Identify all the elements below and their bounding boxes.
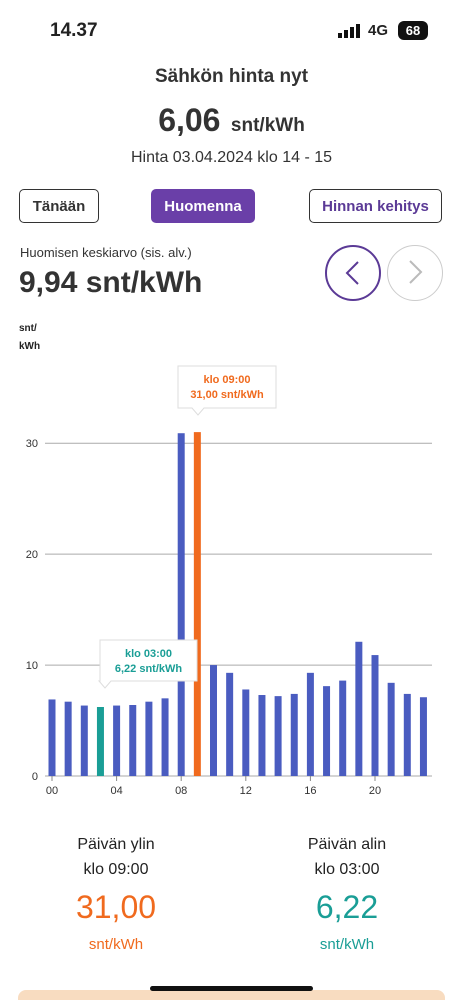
bar: [210, 665, 217, 776]
home-indicator: [150, 986, 313, 991]
bar: [177, 433, 185, 776]
header-title: Sähkön hinta nyt: [154, 66, 309, 87]
chevron-left: [345, 261, 359, 285]
tooltip-price: 6,22 snt/kWh: [115, 663, 183, 675]
summary-unit: snt/kWh: [319, 936, 375, 953]
bar: [161, 698, 169, 776]
network: 4G: [368, 22, 389, 39]
tab-active[interactable]: Huomenna: [151, 189, 255, 223]
y-label: kWh: [19, 341, 40, 352]
chart: snt/ kWh 0 10 20 30 00 04 08 12 16 20 klo 09:00 31,…: [19, 323, 432, 797]
tooltip-price: 31,00 snt/kWh: [190, 389, 264, 401]
y-label: snt/: [19, 323, 37, 334]
bar: [403, 693, 411, 776]
bar: [419, 697, 427, 776]
tooltip: klo 03:00 6,22 snt/kWh: [97, 639, 198, 689]
price-unit: snt/kWh: [230, 115, 305, 136]
average-value: 9,94 snt/kWh: [19, 266, 203, 299]
summary-min: Päivän alin klo 03:00 6,22 snt/kWh: [231, 836, 463, 953]
bar: [339, 680, 347, 776]
current-price: 6,06 snt/kWh: [0, 102, 463, 139]
bar: [371, 655, 379, 776]
bar: [113, 705, 121, 776]
bar: [226, 672, 234, 776]
status-time: 14.37: [50, 20, 98, 41]
summary-value: 31,00: [75, 889, 157, 925]
price: 6,06: [158, 102, 221, 138]
bar: [355, 641, 363, 776]
tooltip-time: klo 03:00: [125, 648, 172, 660]
chevron-right: [409, 260, 423, 284]
next-button[interactable]: [387, 245, 443, 301]
tooltip-box: [177, 365, 277, 416]
summary-unit: snt/kWh: [88, 936, 144, 953]
y-tick-label: 20: [26, 549, 38, 561]
bar: [96, 706, 104, 776]
average-label: Huomisen keskiarvo (sis. alv.): [20, 245, 192, 260]
y-tick-label: 10: [26, 660, 38, 672]
y-tick-label: 0: [32, 771, 38, 783]
bar: [274, 696, 282, 776]
battery: 68: [398, 21, 428, 40]
bar: [242, 689, 250, 776]
summary-label: Päivän alin: [307, 836, 387, 853]
bar: [387, 682, 395, 776]
bar: [258, 695, 266, 776]
summary-value: 6,22: [315, 889, 379, 925]
summary-time: klo 09:00: [83, 861, 149, 878]
prev-button[interactable]: [325, 245, 381, 301]
tooltip-time: klo 09:00: [203, 374, 250, 386]
tab[interactable]: Tänään: [19, 189, 99, 223]
bar: [129, 705, 137, 776]
y-tick-label: 30: [26, 438, 38, 450]
period: Hinta 03.04.2024 klo 14 - 15: [130, 149, 333, 166]
tooltip-box: [97, 639, 198, 689]
tab[interactable]: Hinnan kehitys: [309, 189, 442, 223]
bottom-panel: [18, 990, 445, 1000]
x-tick-label: 08: [175, 785, 187, 797]
x-tick-label: 16: [304, 785, 316, 797]
bar: [80, 705, 88, 776]
summary-label: Päivän ylin: [77, 836, 155, 853]
bar: [306, 672, 314, 776]
bar: [193, 432, 201, 776]
x-tick-label: 20: [369, 785, 381, 797]
summary-time: klo 03:00: [314, 861, 380, 878]
summary-max: Päivän ylin klo 09:00 31,00 snt/kWh: [0, 836, 232, 953]
bar: [290, 693, 298, 776]
x-tick-label: 12: [240, 785, 252, 797]
x-tick-label: 00: [46, 785, 58, 797]
bar: [323, 686, 331, 776]
bar: [48, 699, 56, 776]
signal-icon: [338, 24, 360, 38]
bar: [64, 701, 72, 776]
x-tick-label: 04: [110, 785, 122, 797]
bar: [145, 701, 153, 776]
tooltip: klo 09:00 31,00 snt/kWh: [177, 365, 277, 416]
